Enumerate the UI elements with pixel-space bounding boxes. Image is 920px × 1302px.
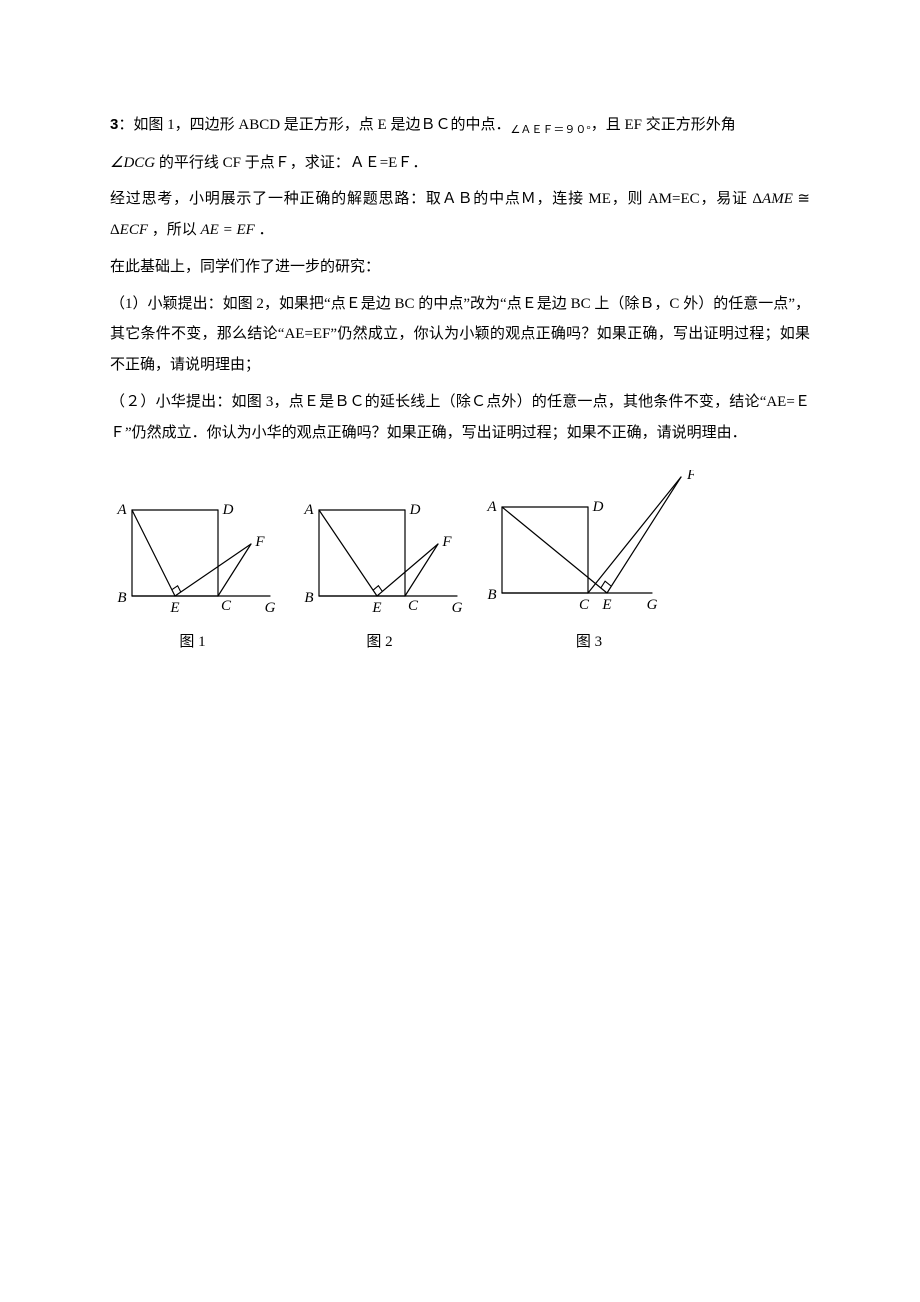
figure-1-block: A D B C E G F 图 1 [110, 500, 275, 658]
angle-aef: ∠ＡＥＦ＝９０° [510, 124, 590, 136]
text-p3c: ． [255, 222, 274, 238]
figure-2-caption: 图 2 [366, 627, 392, 658]
svg-text:G: G [647, 597, 658, 613]
svg-text:B: B [304, 590, 313, 606]
svg-text:A: A [303, 502, 314, 518]
text-p1b: ，且 EF 交正方形外角 [591, 117, 736, 133]
svg-text:E: E [371, 600, 381, 616]
svg-text:D: D [222, 502, 234, 518]
svg-text:G: G [452, 600, 462, 616]
figure-2-svg: A D B C E G F [297, 500, 462, 625]
ae-ef-expr: AE = EF [201, 222, 255, 238]
svg-text:B: B [487, 587, 496, 603]
svg-text:A: A [486, 499, 497, 515]
svg-text:E: E [601, 597, 611, 613]
problem-sep: ： [118, 117, 133, 133]
figure-3-caption: 图 3 [576, 627, 602, 658]
svg-text:F: F [686, 470, 694, 483]
svg-text:G: G [265, 600, 275, 616]
text-p3b: ，所以 [148, 222, 201, 238]
angle-dcg: ∠DCG [110, 155, 155, 171]
svg-text:B: B [117, 590, 126, 606]
figure-2-block: A D B C E G F 图 2 [297, 500, 462, 658]
question-1: （1）小颖提出：如图 2，如果把“点Ｅ是边 BC 的中点”改为“点Ｅ是边 BC … [110, 289, 810, 381]
problem-line-4: 在此基础上，同学们作了进一步的研究： [110, 252, 810, 283]
svg-text:E: E [169, 600, 179, 616]
svg-text:C: C [408, 598, 419, 614]
problem-line-3: 经过思考，小明展示了一种正确的解题思路：取ＡＢ的中点Ｍ，连接 ME，则 AM=E… [110, 184, 810, 246]
problem-line-1: 3：如图 1，四边形 ABCD 是正方形，点 E 是边ＢＣ的中点．∠ＡＥＦ＝９０… [110, 110, 810, 142]
text-p2: 的平行线 CF 于点Ｆ，求证：ＡＥ=EＦ． [155, 155, 427, 171]
figure-3-svg: A D B CE G F [484, 470, 694, 625]
svg-text:D: D [592, 499, 604, 515]
problem-line-2: ∠DCG 的平行线 CF 于点Ｆ，求证：ＡＥ=EＦ． [110, 148, 810, 179]
svg-text:C: C [579, 597, 590, 613]
question-2: （２）小华提出：如图 3，点Ｅ是ＢＣ的延长线上（除Ｃ点外）的任意一点，其他条件不… [110, 387, 810, 449]
figure-3-block: A D B CE G F 图 3 [484, 470, 694, 658]
svg-text:F: F [254, 534, 265, 550]
text-p1a: 如图 1，四边形 ABCD 是正方形，点 E 是边ＢＣ的中点． [133, 117, 510, 133]
page: 3：如图 1，四边形 ABCD 是正方形，点 E 是边ＢＣ的中点．∠ＡＥＦ＝９０… [0, 0, 920, 1302]
svg-text:A: A [116, 502, 127, 518]
text-p3a: 经过思考，小明展示了一种正确的解题思路：取ＡＢ的中点Ｍ，连接 ME，则 AM=E… [110, 191, 748, 207]
svg-text:F: F [441, 534, 452, 550]
svg-text:D: D [409, 502, 421, 518]
figures-row: ADBCEGF 图 1 ADBCEGF 图 2 ADBCEGF 图 3 [110, 470, 810, 658]
figure-1-svg: A D B C E G F [110, 500, 275, 625]
svg-text:C: C [221, 598, 232, 614]
figure-1-caption: 图 1 [179, 627, 205, 658]
